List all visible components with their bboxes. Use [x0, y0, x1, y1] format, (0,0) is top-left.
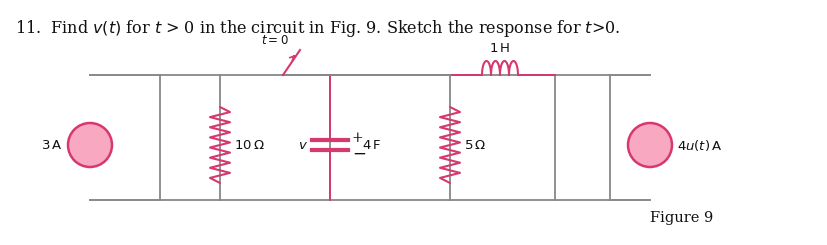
Text: Figure 9: Figure 9	[649, 211, 712, 225]
Bar	[160, 75, 609, 200]
Text: $3\,\mathrm{A}$: $3\,\mathrm{A}$	[41, 138, 63, 151]
Text: $v$: $v$	[298, 138, 308, 151]
Text: $4u(t)\,\mathrm{A}$: $4u(t)\,\mathrm{A}$	[676, 137, 722, 152]
Circle shape	[68, 123, 112, 167]
Text: −: −	[351, 146, 366, 162]
Text: $10\,\Omega$: $10\,\Omega$	[234, 138, 265, 151]
Text: $4\,\mathrm{F}$: $4\,\mathrm{F}$	[361, 138, 381, 151]
Text: $5\,\Omega$: $5\,\Omega$	[463, 138, 485, 151]
Text: 11.  Find $v(t)$ for $t$ > 0 in the circuit in Fig. 9. Sketch the response for $: 11. Find $v(t)$ for $t$ > 0 in the circu…	[15, 18, 619, 39]
Text: +: +	[351, 131, 363, 145]
Text: $t=0$: $t=0$	[261, 34, 289, 47]
Circle shape	[627, 123, 672, 167]
Text: $1\,\mathrm{H}$: $1\,\mathrm{H}$	[489, 42, 510, 55]
